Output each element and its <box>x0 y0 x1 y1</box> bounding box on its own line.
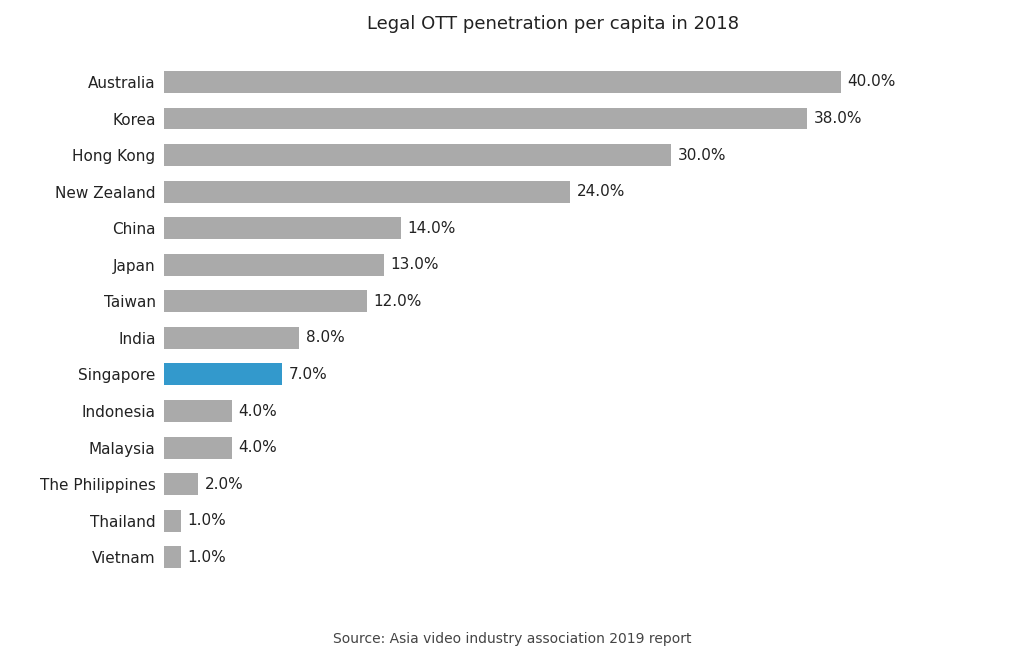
Text: 1.0%: 1.0% <box>187 550 226 565</box>
Text: 24.0%: 24.0% <box>577 184 625 199</box>
Title: Legal OTT penetration per capita in 2018: Legal OTT penetration per capita in 2018 <box>367 15 739 34</box>
Bar <box>164 473 198 495</box>
Text: 2.0%: 2.0% <box>205 476 243 492</box>
Text: 4.0%: 4.0% <box>239 403 278 418</box>
Text: 13.0%: 13.0% <box>390 257 439 272</box>
Bar <box>164 546 181 568</box>
Text: 40.0%: 40.0% <box>847 74 896 90</box>
Bar <box>164 364 283 386</box>
Text: 7.0%: 7.0% <box>289 367 328 382</box>
Bar <box>164 217 400 239</box>
Bar <box>164 291 367 312</box>
Bar <box>164 107 807 129</box>
Text: 1.0%: 1.0% <box>187 513 226 529</box>
Text: 30.0%: 30.0% <box>678 148 727 163</box>
Text: 38.0%: 38.0% <box>813 111 862 126</box>
Bar <box>164 181 570 202</box>
Text: 14.0%: 14.0% <box>408 221 456 236</box>
Bar <box>164 437 231 459</box>
Text: Source: Asia video industry association 2019 report: Source: Asia video industry association … <box>333 632 691 646</box>
Bar <box>164 144 672 166</box>
Bar <box>164 254 384 275</box>
Bar <box>164 71 841 93</box>
Text: 12.0%: 12.0% <box>374 294 422 309</box>
Text: 8.0%: 8.0% <box>306 330 345 345</box>
Text: 4.0%: 4.0% <box>239 440 278 455</box>
Bar <box>164 510 181 532</box>
Bar <box>164 400 231 422</box>
Bar <box>164 327 299 349</box>
